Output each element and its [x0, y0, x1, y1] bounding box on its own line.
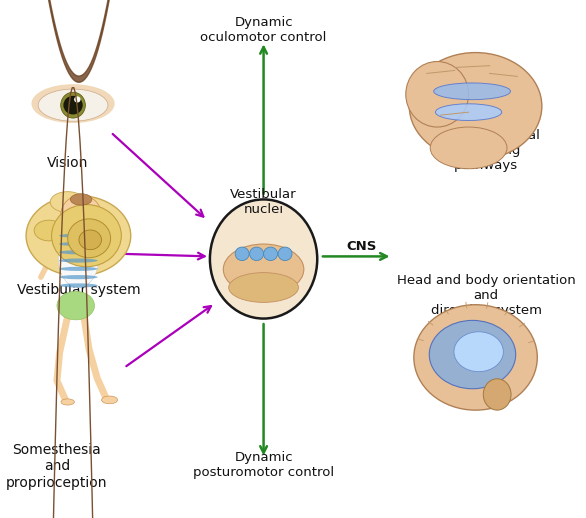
- Ellipse shape: [59, 242, 98, 246]
- Text: Head and body orientation
and
direction system: Head and body orientation and direction …: [397, 274, 575, 317]
- Ellipse shape: [454, 332, 503, 372]
- Circle shape: [63, 96, 83, 114]
- Ellipse shape: [409, 53, 542, 160]
- Text: Thalamocortical
ascending
pathways: Thalamocortical ascending pathways: [433, 128, 540, 172]
- Text: Vision: Vision: [47, 156, 88, 170]
- Ellipse shape: [430, 320, 516, 388]
- Ellipse shape: [32, 84, 115, 123]
- Ellipse shape: [59, 234, 98, 238]
- Ellipse shape: [50, 192, 85, 212]
- Text: Dynamic
oculomotor control: Dynamic oculomotor control: [200, 16, 327, 44]
- Ellipse shape: [58, 231, 98, 287]
- Ellipse shape: [61, 92, 86, 118]
- Ellipse shape: [59, 267, 98, 271]
- Text: CNS: CNS: [347, 239, 377, 253]
- Ellipse shape: [59, 258, 98, 263]
- Ellipse shape: [483, 379, 511, 410]
- Ellipse shape: [52, 205, 121, 267]
- Circle shape: [61, 195, 101, 235]
- Ellipse shape: [229, 272, 298, 303]
- Circle shape: [235, 247, 249, 261]
- Text: Vestibular system: Vestibular system: [16, 283, 140, 297]
- Circle shape: [250, 247, 264, 261]
- Ellipse shape: [34, 220, 64, 241]
- Ellipse shape: [223, 244, 304, 295]
- Text: Vestibular
nuclei: Vestibular nuclei: [230, 188, 297, 216]
- Ellipse shape: [434, 83, 510, 99]
- Ellipse shape: [59, 283, 98, 287]
- Ellipse shape: [435, 104, 502, 121]
- Circle shape: [278, 247, 292, 261]
- Ellipse shape: [38, 89, 108, 121]
- Ellipse shape: [26, 196, 131, 276]
- Ellipse shape: [79, 230, 101, 250]
- Ellipse shape: [61, 399, 74, 405]
- Circle shape: [264, 247, 278, 261]
- Ellipse shape: [406, 62, 469, 127]
- Ellipse shape: [59, 250, 98, 254]
- Circle shape: [74, 96, 80, 103]
- Ellipse shape: [59, 275, 98, 279]
- Text: Dynamic
posturomotor control: Dynamic posturomotor control: [193, 451, 334, 479]
- Ellipse shape: [57, 291, 94, 320]
- Ellipse shape: [414, 305, 537, 410]
- Ellipse shape: [210, 199, 317, 319]
- Ellipse shape: [67, 219, 111, 258]
- Ellipse shape: [430, 127, 507, 169]
- Ellipse shape: [70, 194, 92, 205]
- Ellipse shape: [101, 396, 118, 404]
- Text: Somesthesia
and
proprioception: Somesthesia and proprioception: [6, 443, 108, 490]
